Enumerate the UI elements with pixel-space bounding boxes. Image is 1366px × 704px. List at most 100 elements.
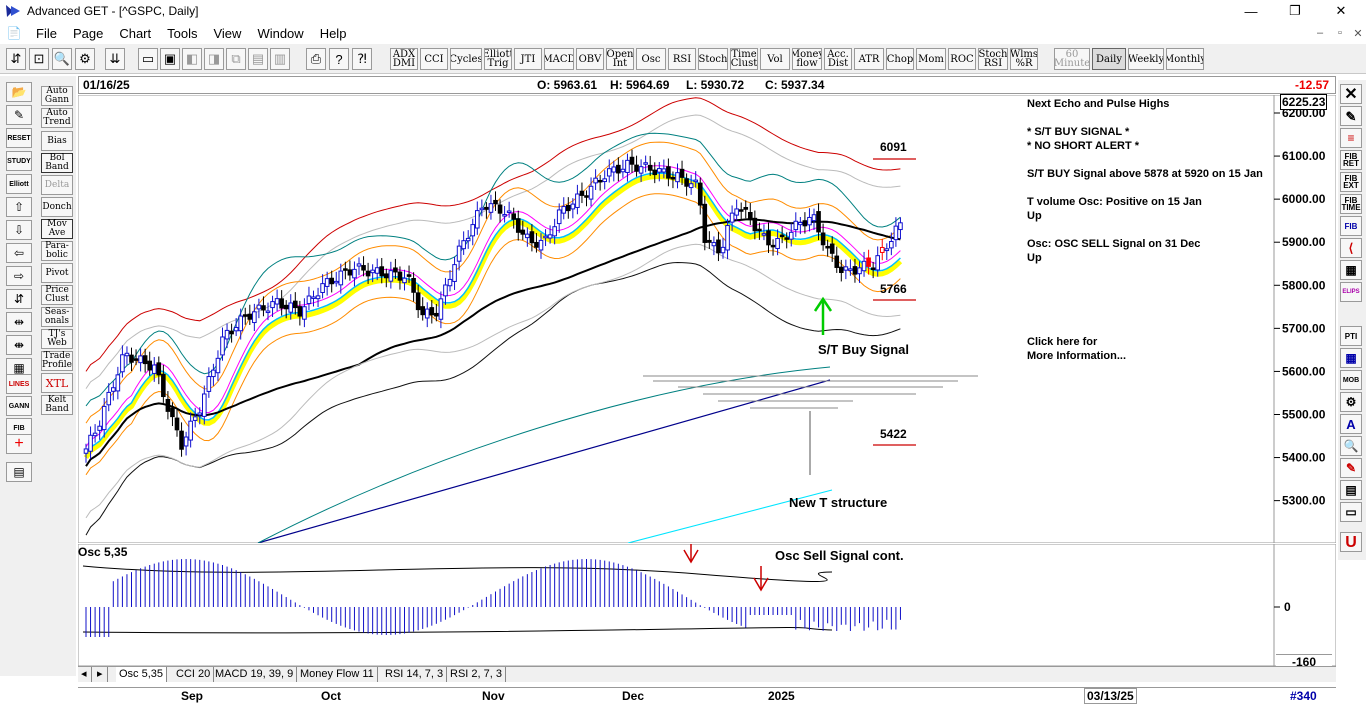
zoom-box-icon[interactable]: ⊡ — [29, 48, 49, 70]
calculator-icon[interactable]: ▤ — [6, 462, 32, 482]
elliott-icon[interactable]: Elliott — [6, 174, 32, 194]
fib-icon[interactable]: FIB — [6, 418, 32, 438]
tool-bol-band[interactable]: Bol Band — [41, 153, 73, 173]
tb-osc[interactable]: Osc — [636, 48, 666, 70]
tool-bias[interactable]: Bias — [41, 131, 73, 151]
download-icon[interactable]: ⇊ — [105, 48, 125, 70]
tb-cci[interactable]: CCI — [420, 48, 448, 70]
tool-price-clust[interactable]: Price Clust — [41, 285, 73, 305]
tool-donch[interactable]: Donch — [41, 197, 73, 217]
tab-cci[interactable]: CCI 20 — [173, 667, 215, 682]
pti-icon[interactable]: PTI — [1340, 326, 1362, 346]
arrow-right-icon[interactable]: ⇨ — [6, 266, 32, 286]
tb-mom[interactable]: Mom — [916, 48, 946, 70]
fib-time-icon[interactable]: FIB TIME — [1340, 194, 1362, 214]
minimize-button[interactable]: — — [1244, 3, 1258, 19]
maximize-button[interactable]: ❐ — [1289, 3, 1301, 18]
lines-icon[interactable]: LINES — [6, 374, 32, 394]
tb-rsi[interactable]: RSI — [668, 48, 696, 70]
tab-rsi-2[interactable]: RSI 2, 7, 3 — [447, 667, 506, 682]
magnifier-icon[interactable]: 🔍 — [52, 48, 72, 70]
tool-mov-ave[interactable]: Mov Ave — [41, 219, 73, 239]
help-icon[interactable]: ? — [329, 48, 349, 70]
tool-tjs-web[interactable]: TJ's Web — [41, 329, 73, 349]
tb-macd[interactable]: MACD — [544, 48, 574, 70]
period-monthly[interactable]: Monthly — [1166, 48, 1204, 70]
tool-trade-profile[interactable]: Trade Profile — [41, 351, 73, 371]
pencil-icon[interactable]: ✎ — [6, 105, 32, 125]
menu-chart[interactable]: Chart — [119, 25, 152, 41]
tab-scroll-left[interactable]: ◂ — [78, 667, 92, 682]
open-folder-icon[interactable]: 📂 — [6, 82, 32, 102]
u-tool-icon[interactable]: U — [1340, 532, 1362, 552]
more-info-link-2[interactable]: More Information... — [1027, 350, 1126, 362]
close-tool-icon[interactable]: ✕ — [1340, 84, 1362, 104]
tb-elliott-trig[interactable]: Elliott Trig — [484, 48, 512, 70]
fib-ext-icon[interactable]: FIB EXT — [1340, 172, 1362, 192]
tb-roc[interactable]: ROC — [948, 48, 976, 70]
tool-auto-trend[interactable]: Auto Trend — [41, 108, 73, 128]
tb-time-clust[interactable]: Time Clust — [730, 48, 758, 70]
period-weekly[interactable]: Weekly — [1128, 48, 1164, 70]
tb-vol[interactable]: Vol — [760, 48, 790, 70]
new-page-icon[interactable]: ▭ — [138, 48, 158, 70]
tb-acc-dist[interactable]: Acc. Dist — [824, 48, 852, 70]
mdi-close-button[interactable]: ✕ — [1353, 27, 1363, 40]
menu-page[interactable]: Page — [72, 25, 104, 41]
tab-scroll-right[interactable]: ▸ — [94, 667, 108, 682]
tool-seasonals[interactable]: Seas- onals — [41, 307, 73, 327]
doc-icon[interactable]: 📄 — [6, 26, 22, 40]
reset-icon[interactable]: RESET — [6, 128, 32, 148]
layout-icon[interactable]: ▤ — [1340, 480, 1362, 500]
paste-icon[interactable]: ▤ — [248, 48, 268, 70]
tb-jti[interactable]: JTI — [514, 48, 542, 70]
tb-stoch-rsi[interactable]: Stoch RSI — [978, 48, 1008, 70]
tool-kelt-band[interactable]: Kelt Band — [41, 395, 73, 415]
eraser-icon[interactable]: ✎ — [1340, 458, 1362, 478]
tb-open-int[interactable]: Open Int — [606, 48, 634, 70]
mob-icon[interactable]: MOB — [1340, 370, 1362, 390]
pen-tool-icon[interactable]: ✎ — [1340, 106, 1362, 126]
price-chart[interactable]: 6200.006100.006000.005900.005800.005700.… — [78, 95, 1336, 543]
tool-delta[interactable]: Delta — [41, 175, 73, 195]
tb-chop[interactable]: Chop — [886, 48, 914, 70]
menu-help[interactable]: Help — [319, 25, 347, 41]
arrow-up-icon[interactable]: ⇧ — [6, 197, 32, 217]
arrow-left-icon[interactable]: ⇦ — [6, 243, 32, 263]
tab-rsi-14[interactable]: RSI 14, 7, 3 — [382, 667, 448, 682]
tb-cycles[interactable]: Cycles — [450, 48, 482, 70]
menu-tools[interactable]: Tools — [167, 25, 198, 41]
tb-stoch[interactable]: Stoch — [698, 48, 728, 70]
close-button[interactable]: ✕ — [1335, 3, 1347, 18]
expand-icon[interactable]: ⇼ — [6, 335, 32, 355]
gear-tool-icon[interactable]: ⚙ — [1340, 392, 1362, 412]
save-icon[interactable]: ▣ — [160, 48, 180, 70]
tb-atr[interactable]: ATR — [854, 48, 884, 70]
print-icon[interactable]: ⎙ — [306, 48, 326, 70]
tool-parabolic[interactable]: Para- bolic — [41, 241, 73, 261]
context-help-icon[interactable]: ⁈ — [352, 48, 372, 70]
mdi-minimize-button[interactable]: – — [1316, 27, 1324, 39]
pointer-icon[interactable]: ⇵ — [6, 48, 26, 70]
menu-view[interactable]: View — [213, 25, 242, 41]
tool-pivot[interactable]: Pivot — [41, 263, 73, 283]
period-60-minute[interactable]: 60 Minute — [1054, 48, 1090, 70]
tool-xtl[interactable]: XTL — [41, 373, 73, 393]
text-tool-icon[interactable]: A — [1340, 414, 1362, 434]
compress-icon[interactable]: ⇹ — [6, 312, 32, 332]
copy-icon[interactable]: ⧉ — [226, 48, 246, 70]
crosshair-icon[interactable]: + — [6, 434, 32, 454]
more-info-link-1[interactable]: Click here for — [1027, 336, 1098, 348]
arrow-down-icon[interactable]: ⇩ — [6, 220, 32, 240]
cut-icon[interactable]: ▥ — [270, 48, 290, 70]
fib-fan-icon[interactable]: ⟨ — [1340, 238, 1362, 258]
tb-wlms-r[interactable]: Wlms %R — [1010, 48, 1038, 70]
forward-icon[interactable]: ◨ — [204, 48, 224, 70]
tb-adx-dmi[interactable]: ADX DMI — [390, 48, 418, 70]
gann-icon[interactable]: GANN — [6, 396, 32, 416]
menu-window[interactable]: Window — [257, 25, 304, 41]
probe-icon[interactable]: ⚙ — [75, 48, 95, 70]
tool-auto-gann[interactable]: Auto Gann — [41, 86, 73, 106]
fib-circle-icon[interactable]: FIB — [1340, 216, 1362, 236]
grid-tool-icon[interactable]: ▦ — [1340, 260, 1362, 280]
